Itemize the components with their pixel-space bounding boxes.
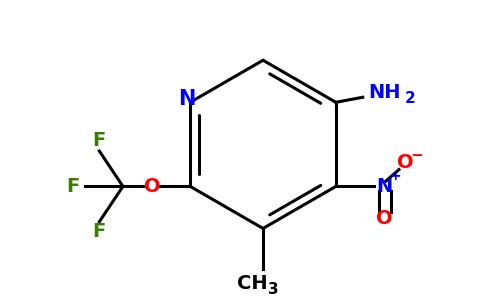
Text: N: N xyxy=(178,89,196,109)
Text: F: F xyxy=(93,131,106,151)
Text: −: − xyxy=(410,148,423,163)
Text: 2: 2 xyxy=(405,91,416,106)
Text: +: + xyxy=(390,169,401,183)
Text: O: O xyxy=(144,177,161,196)
Text: O: O xyxy=(397,153,414,172)
Text: CH: CH xyxy=(237,274,267,293)
Text: NH: NH xyxy=(368,83,400,102)
Text: 3: 3 xyxy=(268,282,278,297)
Text: N: N xyxy=(377,177,393,196)
Text: O: O xyxy=(377,209,393,228)
Text: F: F xyxy=(67,177,80,196)
Text: F: F xyxy=(93,222,106,241)
